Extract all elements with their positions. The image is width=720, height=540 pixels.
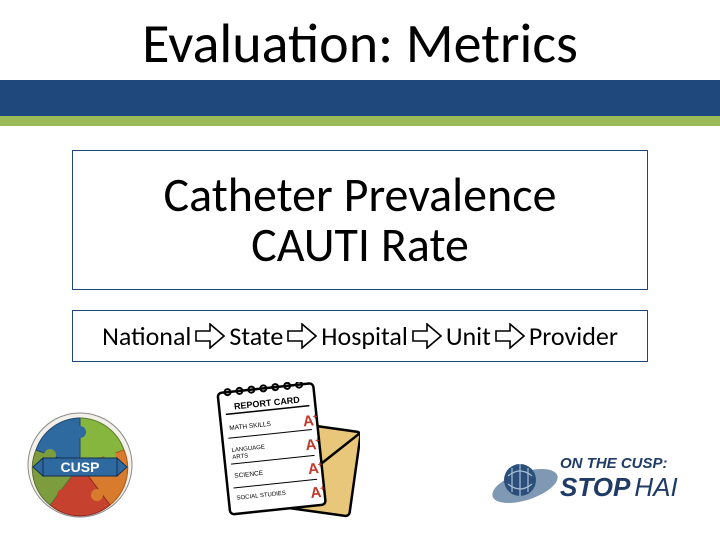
metrics-line-2: CAUTI Rate <box>251 220 469 270</box>
svg-text:STOPHAI: STOPHAI <box>560 472 678 502</box>
title-bar-green <box>0 116 720 126</box>
report-card-icon: REPORT CARD MATH SKILLS A+ LANGUAGEARTS … <box>210 382 360 522</box>
footer: CUSP REPOR <box>0 390 720 540</box>
title-bar-blue <box>0 80 720 116</box>
arrow-icon <box>287 323 317 349</box>
cusp-label: CUSP <box>61 459 100 475</box>
arrow-icon <box>495 323 525 349</box>
stop-hai-line2a: STOP <box>560 472 631 502</box>
arrow-icon <box>412 323 442 349</box>
metrics-line-1: Catheter Prevalence <box>164 170 557 220</box>
arrow-icon <box>195 323 225 349</box>
title-bar <box>0 80 720 126</box>
level-state: State <box>229 320 283 352</box>
level-hospital: Hospital <box>321 320 408 352</box>
levels-box: National State Hospital Unit Provider <box>72 310 648 362</box>
level-national: National <box>102 320 191 352</box>
stop-hai-line1: ON THE CUSP: <box>560 455 668 472</box>
level-provider: Provider <box>529 320 618 352</box>
level-unit: Unit <box>446 320 491 352</box>
metrics-box: Catheter Prevalence CAUTI Rate <box>72 150 648 290</box>
slide-title: Evaluation: Metrics <box>0 10 720 78</box>
cusp-badge-icon: CUSP <box>25 410 135 520</box>
stop-hai-line2b: HAI <box>634 472 677 502</box>
stop-hai-logo-icon: ON THE CUSP: STOPHAI <box>490 438 700 518</box>
slide: Evaluation: Metrics Catheter Prevalence … <box>0 0 720 540</box>
